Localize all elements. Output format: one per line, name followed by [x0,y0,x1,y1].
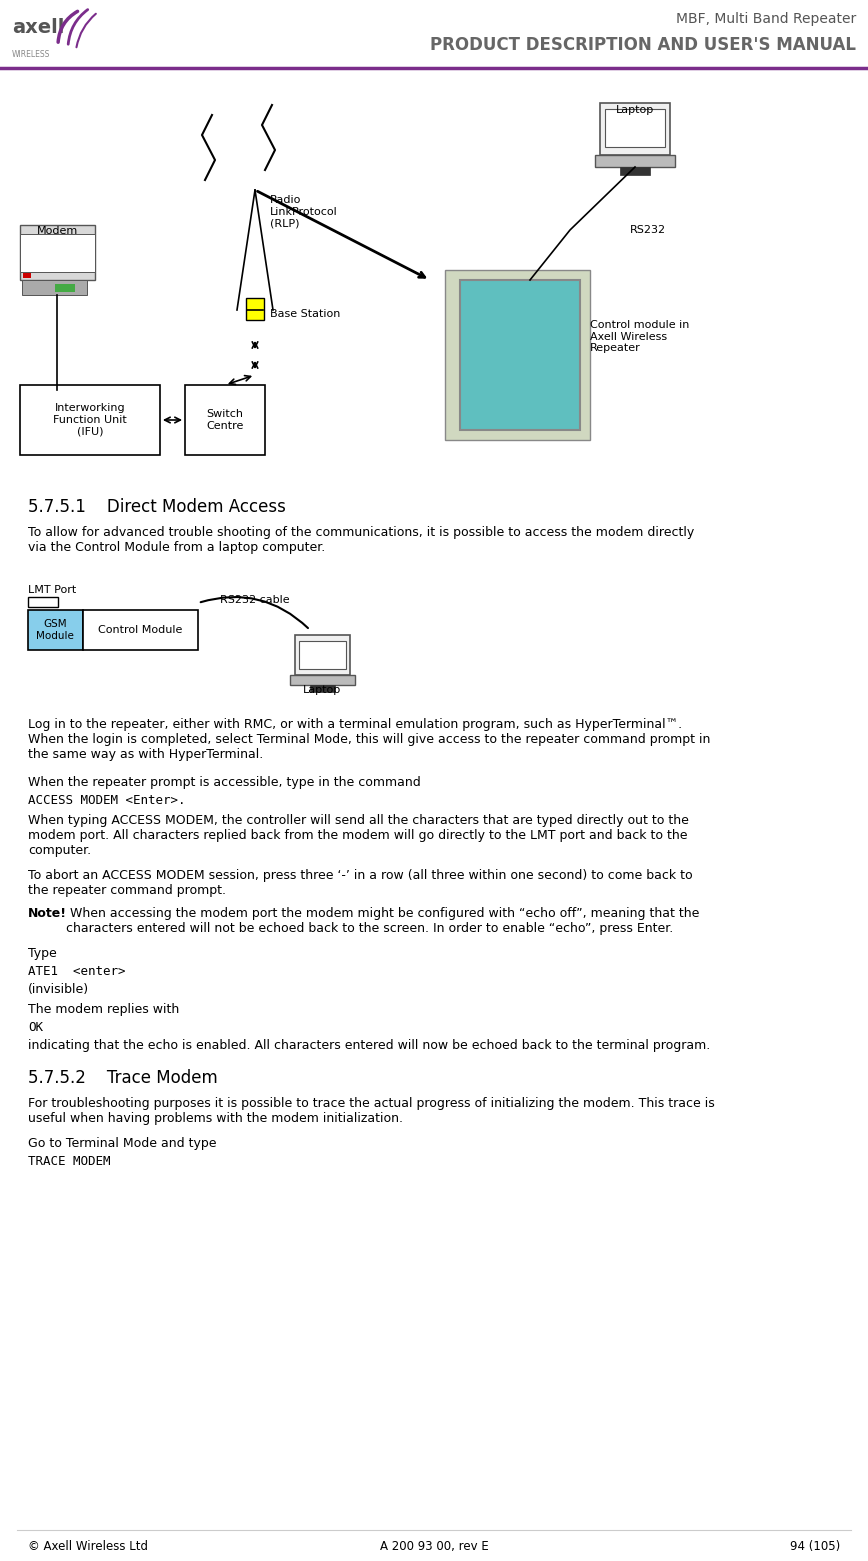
Text: A 200 93 00, rev E: A 200 93 00, rev E [379,1541,489,1553]
Text: When the repeater prompt is accessible, type in the command: When the repeater prompt is accessible, … [28,776,421,788]
Text: axell: axell [12,19,64,37]
Bar [445,270,590,440]
Bar [600,103,670,155]
Bar [83,610,198,649]
Text: RS232 cable: RS232 cable [220,595,290,606]
Text: WIRELESS: WIRELESS [12,50,50,59]
Text: (invisible): (invisible) [28,983,89,996]
Text: Laptop: Laptop [616,105,654,116]
Bar [246,298,264,320]
Bar [299,642,346,670]
Bar [460,279,580,429]
Text: OK: OK [28,1021,43,1033]
Bar [605,109,665,147]
Text: Base Station: Base Station [270,309,340,318]
Text: indicating that the echo is enabled. All characters entered will now be echoed b: indicating that the echo is enabled. All… [28,1040,710,1052]
Text: To abort an ACCESS MODEM session, press three ‘-’ in a row (all three within one: To abort an ACCESS MODEM session, press … [28,869,693,898]
Text: Interworking
Function Unit
(IFU): Interworking Function Unit (IFU) [53,403,127,437]
Bar [20,386,160,454]
Text: Laptop: Laptop [303,685,341,695]
Text: MBF, Multi Band Repeater: MBF, Multi Band Repeater [676,12,856,27]
Bar [20,225,95,279]
Text: ATE1  <enter>: ATE1 <enter> [28,965,126,979]
Text: Control Module: Control Module [98,624,182,635]
Text: To allow for advanced trouble shooting of the communications, it is possible to : To allow for advanced trouble shooting o… [28,526,694,554]
Text: PRODUCT DESCRIPTION AND USER'S MANUAL: PRODUCT DESCRIPTION AND USER'S MANUAL [430,36,856,55]
Bar [310,685,335,692]
Text: 5.7.5.1    Direct Modem Access: 5.7.5.1 Direct Modem Access [28,498,286,517]
Bar [55,284,75,292]
Bar [290,674,355,685]
Text: RS232: RS232 [630,225,666,236]
Bar [22,279,87,295]
Bar [595,155,675,167]
Bar [620,167,650,175]
Text: When accessing the modem port the modem might be configured with “echo off”, mea: When accessing the modem port the modem … [66,907,700,935]
Text: LMT Port: LMT Port [28,585,76,595]
Bar [20,234,95,272]
Text: 5.7.5.2    Trace Modem: 5.7.5.2 Trace Modem [28,1069,218,1086]
Bar [28,610,83,649]
Text: TRACE MODEM: TRACE MODEM [28,1155,110,1168]
Text: For troubleshooting purposes it is possible to trace the actual progress of init: For troubleshooting purposes it is possi… [28,1097,714,1125]
Bar [28,596,58,607]
Text: The modem replies with: The modem replies with [28,1004,180,1016]
Text: 94 (105): 94 (105) [790,1541,840,1553]
Bar [23,273,31,278]
Text: © Axell Wireless Ltd: © Axell Wireless Ltd [28,1541,148,1553]
Bar [185,386,265,454]
Text: Control module in
Axell Wireless
Repeater: Control module in Axell Wireless Repeate… [590,320,689,353]
Text: ACCESS MODEM <Enter>.: ACCESS MODEM <Enter>. [28,795,186,807]
Text: GSM
Module: GSM Module [36,620,74,642]
Text: Type: Type [28,948,56,960]
Text: When typing ACCESS MODEM, the controller will send all the characters that are t: When typing ACCESS MODEM, the controller… [28,813,689,857]
Bar [295,635,350,674]
Text: Switch
Centre: Switch Centre [207,409,244,431]
Text: Note!: Note! [28,907,67,919]
Text: Modem: Modem [36,226,77,236]
Text: Log in to the repeater, either with RMC, or with a terminal emulation program, s: Log in to the repeater, either with RMC,… [28,718,710,762]
Text: Radio
LinkProtocol
(RLP): Radio LinkProtocol (RLP) [270,195,338,228]
Text: Go to Terminal Mode and type: Go to Terminal Mode and type [28,1136,216,1150]
